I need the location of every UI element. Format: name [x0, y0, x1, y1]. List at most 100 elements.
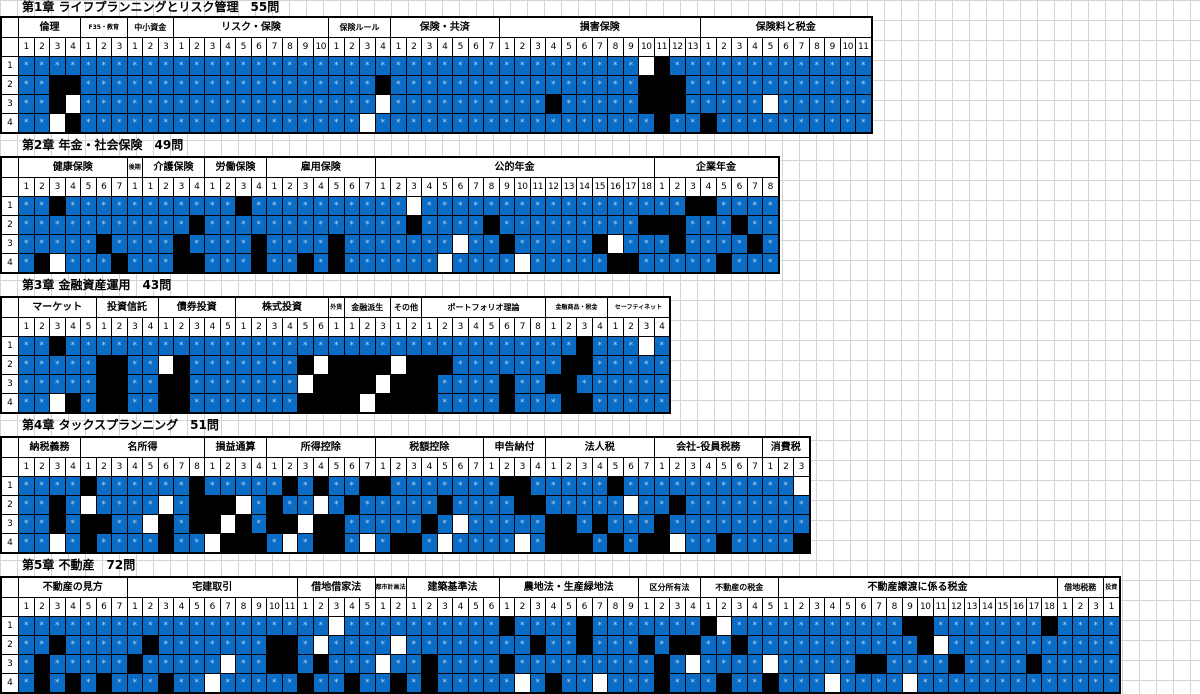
answer-cell[interactable]: *: [375, 114, 390, 132]
answer-cell[interactable]: [34, 655, 49, 673]
answer-cell[interactable]: *: [422, 57, 437, 75]
answer-cell[interactable]: *: [437, 674, 452, 692]
answer-cell[interactable]: *: [375, 254, 390, 272]
answer-cell[interactable]: *: [515, 636, 530, 654]
answer-cell[interactable]: *: [19, 674, 34, 692]
answer-cell[interactable]: *: [220, 95, 235, 113]
answer-cell[interactable]: *: [732, 617, 747, 635]
answer-cell[interactable]: *: [127, 636, 142, 654]
answer-cell[interactable]: *: [577, 216, 592, 234]
answer-cell[interactable]: *: [34, 95, 49, 113]
answer-cell[interactable]: *: [422, 254, 437, 272]
answer-cell[interactable]: *: [205, 197, 220, 215]
answer-cell[interactable]: [701, 114, 716, 132]
answer-cell[interactable]: *: [468, 114, 483, 132]
answer-cell[interactable]: [344, 356, 359, 374]
answer-cell[interactable]: *: [65, 515, 80, 533]
answer-cell[interactable]: *: [189, 95, 204, 113]
answer-cell[interactable]: *: [546, 235, 561, 253]
answer-cell[interactable]: *: [406, 477, 421, 495]
answer-cell[interactable]: *: [96, 95, 111, 113]
answer-cell[interactable]: *: [205, 477, 220, 495]
answer-cell[interactable]: *: [716, 197, 731, 215]
answer-cell[interactable]: *: [840, 57, 855, 75]
answer-cell[interactable]: *: [639, 655, 654, 673]
answer-cell[interactable]: *: [670, 477, 685, 495]
answer-cell[interactable]: *: [592, 496, 607, 514]
answer-cell[interactable]: *: [530, 534, 545, 552]
answer-cell[interactable]: [375, 655, 390, 673]
answer-cell[interactable]: [701, 197, 716, 215]
answer-cell[interactable]: *: [34, 394, 49, 412]
answer-cell[interactable]: *: [716, 515, 731, 533]
answer-cell[interactable]: [81, 534, 96, 552]
answer-cell[interactable]: *: [112, 636, 127, 654]
answer-cell[interactable]: [189, 515, 204, 533]
answer-cell[interactable]: [794, 477, 809, 495]
answer-cell[interactable]: *: [282, 114, 297, 132]
answer-cell[interactable]: *: [453, 617, 468, 635]
answer-cell[interactable]: *: [484, 337, 499, 355]
answer-cell[interactable]: *: [856, 57, 871, 75]
answer-cell[interactable]: *: [763, 114, 778, 132]
answer-cell[interactable]: [422, 375, 437, 393]
answer-cell[interactable]: *: [623, 655, 638, 673]
answer-cell[interactable]: *: [592, 254, 607, 272]
answer-cell[interactable]: *: [360, 197, 375, 215]
answer-cell[interactable]: [577, 394, 592, 412]
answer-cell[interactable]: [267, 496, 282, 514]
answer-cell[interactable]: *: [763, 496, 778, 514]
answer-cell[interactable]: *: [701, 57, 716, 75]
answer-cell[interactable]: *: [685, 515, 700, 533]
answer-cell[interactable]: *: [608, 636, 623, 654]
answer-cell[interactable]: *: [112, 114, 127, 132]
answer-cell[interactable]: *: [220, 197, 235, 215]
answer-cell[interactable]: [81, 515, 96, 533]
answer-cell[interactable]: *: [220, 254, 235, 272]
answer-cell[interactable]: *: [887, 674, 902, 692]
answer-cell[interactable]: *: [329, 76, 344, 94]
answer-cell[interactable]: [654, 534, 669, 552]
answer-cell[interactable]: [437, 534, 452, 552]
answer-cell[interactable]: *: [794, 655, 809, 673]
answer-cell[interactable]: *: [484, 95, 499, 113]
answer-cell[interactable]: *: [747, 534, 762, 552]
answer-cell[interactable]: *: [1042, 655, 1057, 673]
answer-cell[interactable]: *: [65, 636, 80, 654]
answer-cell[interactable]: *: [732, 197, 747, 215]
answer-cell[interactable]: *: [96, 216, 111, 234]
answer-cell[interactable]: *: [236, 254, 251, 272]
answer-cell[interactable]: *: [515, 655, 530, 673]
answer-cell[interactable]: *: [375, 534, 390, 552]
answer-cell[interactable]: *: [391, 477, 406, 495]
answer-cell[interactable]: *: [143, 534, 158, 552]
answer-cell[interactable]: *: [251, 95, 266, 113]
answer-cell[interactable]: *: [856, 636, 871, 654]
answer-cell[interactable]: *: [298, 114, 313, 132]
answer-cell[interactable]: *: [654, 394, 669, 412]
answer-cell[interactable]: *: [840, 76, 855, 94]
answer-cell[interactable]: *: [267, 394, 282, 412]
answer-cell[interactable]: *: [19, 235, 34, 253]
answer-cell[interactable]: *: [143, 496, 158, 514]
answer-cell[interactable]: *: [65, 356, 80, 374]
answer-cell[interactable]: [654, 114, 669, 132]
answer-cell[interactable]: *: [251, 515, 266, 533]
answer-cell[interactable]: *: [437, 515, 452, 533]
answer-cell[interactable]: *: [623, 57, 638, 75]
answer-cell[interactable]: *: [19, 76, 34, 94]
answer-cell[interactable]: *: [484, 197, 499, 215]
answer-cell[interactable]: *: [65, 655, 80, 673]
answer-cell[interactable]: *: [856, 617, 871, 635]
answer-cell[interactable]: *: [220, 76, 235, 94]
answer-cell[interactable]: *: [530, 674, 545, 692]
answer-cell[interactable]: *: [592, 394, 607, 412]
answer-cell[interactable]: [902, 674, 917, 692]
answer-cell[interactable]: [282, 655, 297, 673]
answer-cell[interactable]: *: [484, 394, 499, 412]
answer-cell[interactable]: *: [778, 655, 793, 673]
answer-cell[interactable]: *: [468, 254, 483, 272]
answer-cell[interactable]: *: [236, 477, 251, 495]
answer-cell[interactable]: *: [639, 515, 654, 533]
answer-cell[interactable]: *: [468, 617, 483, 635]
